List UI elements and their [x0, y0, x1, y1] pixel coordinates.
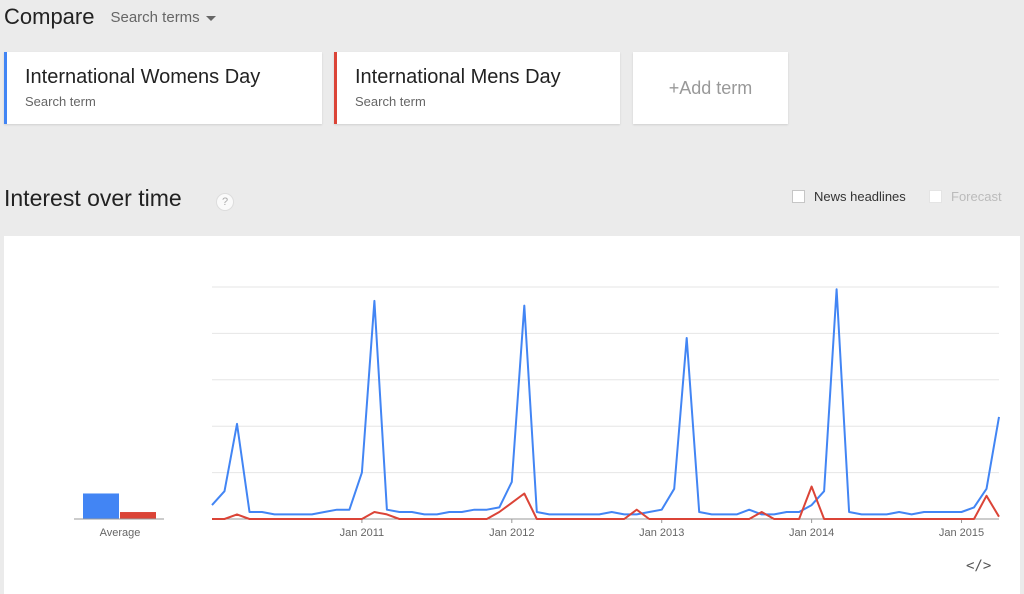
term-type-label: Search term: [25, 94, 96, 109]
search-terms-label: Search terms: [110, 8, 200, 26]
forecast-checkbox[interactable]: [929, 190, 942, 203]
term-card-mens-day[interactable]: International Mens Day Search term: [334, 52, 620, 124]
embed-code-icon[interactable]: </>: [966, 558, 992, 574]
term-card-womens-day[interactable]: International Womens Day Search term: [4, 52, 322, 124]
term-name: International Womens Day: [25, 66, 261, 88]
term-name: International Mens Day: [355, 66, 561, 88]
search-terms-dropdown[interactable]: Search terms: [110, 8, 216, 26]
average-label: Average: [100, 527, 141, 539]
x-tick-label: Jan 2014: [789, 527, 834, 539]
x-tick-label: Jan 2012: [489, 527, 534, 539]
news-headlines-checkbox[interactable]: [792, 190, 805, 203]
x-tick-label: Jan 2013: [639, 527, 684, 539]
news-headlines-option[interactable]: News headlines: [792, 189, 906, 204]
caret-down-icon: [205, 15, 216, 21]
section-title: Interest over time: [4, 185, 182, 211]
interest-chart-panel: Average Jan 2011 Jan 2012 Jan 2013 Jan 2014 J…: [4, 236, 1020, 594]
term-type-label: Search term: [355, 94, 426, 109]
forecast-label: Forecast: [951, 189, 1002, 204]
page-title: Compare: [4, 4, 95, 29]
series-color-stripe: [4, 52, 7, 124]
help-icon[interactable]: ?: [216, 193, 234, 211]
x-tick-label: Jan 2011: [340, 527, 384, 539]
forecast-option[interactable]: Forecast: [929, 189, 1002, 204]
series-color-stripe: [334, 52, 337, 124]
news-headlines-label: News headlines: [814, 189, 906, 204]
series-line-mens-day: [212, 485, 1000, 520]
compare-header: Compare Search terms: [4, 0, 216, 34]
average-bar-mens-day: [120, 512, 156, 519]
x-tick-label: Jan 2015: [939, 527, 984, 539]
series-line-womens-day: [211, 288, 1000, 516]
average-bar-womens-day: [83, 493, 119, 519]
interest-over-time-chart: Average Jan 2011 Jan 2012 Jan 2013 Jan 2014 J…: [74, 286, 1000, 539]
add-term-button[interactable]: +Add term: [633, 52, 788, 124]
